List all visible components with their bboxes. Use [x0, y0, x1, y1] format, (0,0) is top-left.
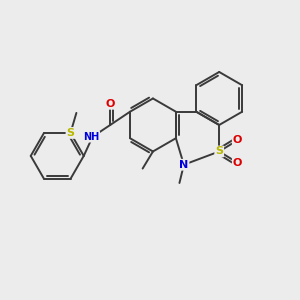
Text: O: O	[233, 135, 242, 145]
Text: S: S	[215, 146, 223, 157]
Text: O: O	[106, 99, 115, 109]
Text: O: O	[233, 158, 242, 168]
Text: N: N	[179, 160, 188, 170]
Text: S: S	[67, 128, 74, 138]
Text: NH: NH	[83, 132, 99, 142]
